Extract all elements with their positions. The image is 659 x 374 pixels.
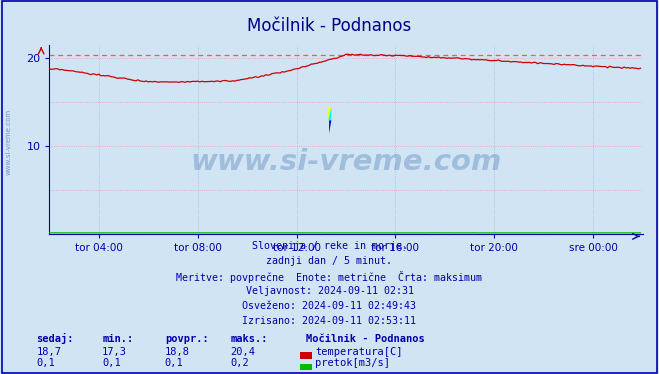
Text: 0,1: 0,1 — [36, 358, 55, 368]
Polygon shape — [328, 107, 331, 120]
Polygon shape — [328, 107, 331, 120]
Text: zadnji dan / 5 minut.: zadnji dan / 5 minut. — [266, 256, 393, 266]
Text: www.si-vreme.com: www.si-vreme.com — [5, 109, 12, 175]
Text: Meritve: povprečne  Enote: metrične  Črta: maksimum: Meritve: povprečne Enote: metrične Črta:… — [177, 271, 482, 283]
Text: 20,4: 20,4 — [231, 347, 256, 356]
Text: povpr.:: povpr.: — [165, 334, 208, 344]
Text: Osveženo: 2024-09-11 02:49:43: Osveženo: 2024-09-11 02:49:43 — [243, 301, 416, 311]
Text: 18,8: 18,8 — [165, 347, 190, 356]
Text: maks.:: maks.: — [231, 334, 268, 344]
Text: 17,3: 17,3 — [102, 347, 127, 356]
Text: sedaj:: sedaj: — [36, 333, 74, 344]
Text: Veljavnost: 2024-09-11 02:31: Veljavnost: 2024-09-11 02:31 — [246, 286, 413, 296]
Text: Močilnik - Podnanos: Močilnik - Podnanos — [247, 17, 412, 35]
Text: www.si-vreme.com: www.si-vreme.com — [190, 148, 501, 176]
Text: min.:: min.: — [102, 334, 133, 344]
Text: 18,7: 18,7 — [36, 347, 61, 356]
Text: temperatura[C]: temperatura[C] — [315, 347, 403, 356]
Text: Slovenija / reke in morje.: Slovenija / reke in morje. — [252, 241, 407, 251]
Text: Močilnik - Podnanos: Močilnik - Podnanos — [306, 334, 425, 344]
Text: 0,1: 0,1 — [165, 358, 183, 368]
Text: 0,1: 0,1 — [102, 358, 121, 368]
Polygon shape — [329, 120, 331, 134]
Text: pretok[m3/s]: pretok[m3/s] — [315, 358, 390, 368]
Text: Izrisano: 2024-09-11 02:53:11: Izrisano: 2024-09-11 02:53:11 — [243, 316, 416, 326]
Text: 0,2: 0,2 — [231, 358, 249, 368]
